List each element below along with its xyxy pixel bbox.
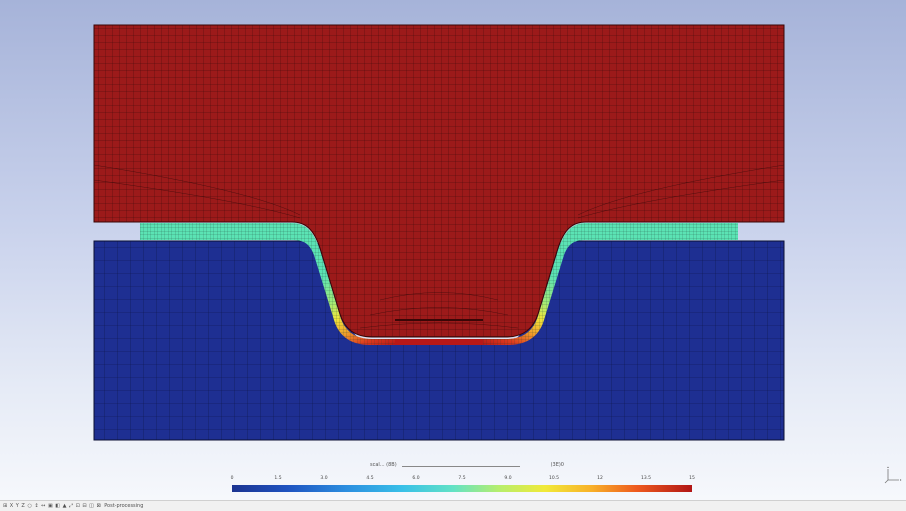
legend-title-left: scal... (8B)	[370, 462, 397, 468]
legend-title-right: (3E)0	[550, 462, 564, 468]
legend-tick: 0	[230, 476, 234, 481]
statusbar-mode-label: Post-processing	[104, 503, 144, 509]
legend-tick: 13.5	[640, 476, 652, 481]
legend-tick: 3.0	[320, 476, 328, 481]
legend-tick: 9.0	[504, 476, 512, 481]
legend-tick: 15	[689, 476, 695, 481]
legend-tick: 7.5	[458, 476, 466, 481]
axis-triad-icon[interactable]	[884, 466, 902, 484]
legend-tick: 12	[597, 476, 603, 481]
statusbar-toolbar-icons[interactable]: ⊞ X Y Z ○ ↕ ↔ ▣ ◧ ▲ ⤢ ⊡ ⊟ ◫ ⊠	[3, 503, 102, 509]
legend-title: scal... (8B) (3E)0	[362, 460, 572, 470]
legend-tick: 4.5	[366, 476, 374, 481]
graphics-viewport[interactable]: scal... (8B) (3E)0 0 1.5 3.0 4.5 6.0 7.5…	[0, 0, 906, 500]
color-legend: scal... (8B) (3E)0 0 1.5 3.0 4.5 6.0 7.5…	[230, 460, 695, 496]
legend-tick: 6.0	[412, 476, 420, 481]
legend-tick-labels: 0 1.5 3.0 4.5 6.0 7.5 9.0 10.5 12 13.5 1…	[230, 476, 695, 484]
fem-mesh-view	[93, 24, 785, 441]
legend-color-bar	[232, 485, 692, 492]
legend-tick: 1.5	[274, 476, 282, 481]
status-bar: ⊞ X Y Z ○ ↕ ↔ ▣ ◧ ▲ ⤢ ⊡ ⊟ ◫ ⊠ Post-proce…	[0, 500, 906, 511]
legend-tick: 10.5	[548, 476, 560, 481]
